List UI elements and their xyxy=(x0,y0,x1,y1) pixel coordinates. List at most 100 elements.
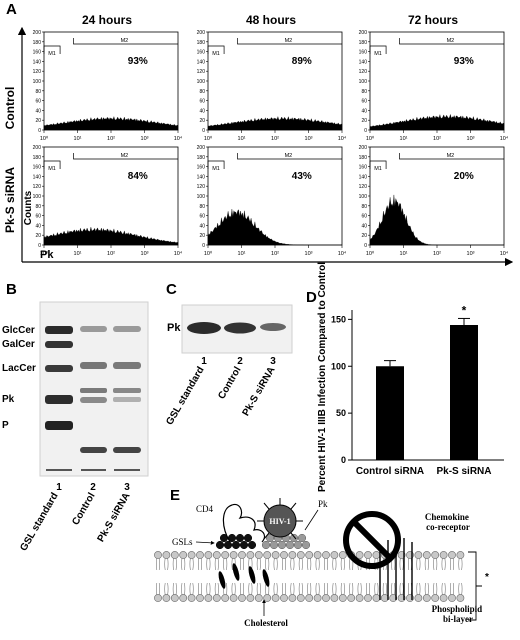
time-label-24h: 24 hours xyxy=(82,13,132,27)
gate-label-m1: M1 xyxy=(48,51,56,57)
histogram-distribution xyxy=(207,209,342,246)
y-tick-label: 140 xyxy=(197,59,206,65)
label-chemokine: Chemokine co-receptor xyxy=(425,512,471,532)
phospholipid-head-bottom xyxy=(204,594,213,602)
tlc-plate-c xyxy=(181,304,293,354)
cholesterol-molecule xyxy=(262,569,270,587)
phospholipid-head-top xyxy=(372,551,381,559)
gsl-head xyxy=(215,540,225,550)
label-phospholipid-line2: bi-layer xyxy=(443,614,473,624)
lane-label-c-pks-sirna: Pk-S siRNA xyxy=(241,365,278,418)
x-tick-label: 10² xyxy=(433,136,441,142)
phospholipid-tail-bottom xyxy=(307,582,312,596)
phospholipid-head-top xyxy=(364,551,372,559)
cholesterol-molecule xyxy=(248,566,256,584)
band-b-l3-upper-pk-region xyxy=(113,388,141,393)
x-tick-label: 10⁴ xyxy=(500,250,509,257)
phospholipid-tail-top xyxy=(214,557,219,571)
phospholipid-head-top xyxy=(355,551,364,559)
band-label-galcer: GalCer xyxy=(2,339,35,350)
phospholipid-tail-bottom xyxy=(324,582,328,596)
histogram-1-1: 0 20 40 60 80 100 120 140 160 180 200 10⁰ 10¹ 10² 10³ 1… xyxy=(197,145,347,257)
phospholipid-tail-bottom xyxy=(416,582,421,596)
membrane-annotations: CD4 HIV-1 Pk GSLs Chemokine co-receptor … xyxy=(172,498,489,628)
phospholipid-head-bottom xyxy=(305,594,314,602)
tlc-plate-b xyxy=(39,301,149,477)
histogram-distribution xyxy=(369,194,504,246)
phospholipid-tail-bottom xyxy=(189,582,194,596)
band-label-c-pk: Pk xyxy=(167,322,181,334)
phospholipid-head-top xyxy=(170,551,179,559)
gate-percentage: 89% xyxy=(292,56,312,67)
y-tick-label: 20 xyxy=(35,233,41,239)
gsl-head xyxy=(223,540,233,550)
prohibition-circle-icon xyxy=(343,511,401,569)
y-tick-label: 180 xyxy=(197,155,206,161)
phospholipid-tail-bottom xyxy=(206,582,211,596)
y-tick-label: 80 xyxy=(35,204,41,210)
lane-label-c-control: Control xyxy=(216,365,243,401)
band-b-l3-glccer xyxy=(113,326,141,332)
label-chemokine-line2: co-receptor xyxy=(426,522,470,532)
y-tick-label: 200 xyxy=(33,30,42,36)
phospholipid-head-bottom xyxy=(263,594,272,602)
gate-label-m1: M1 xyxy=(212,51,220,57)
x-tick-label: 10³ xyxy=(141,136,149,142)
phospholipid-tail-top xyxy=(450,557,454,571)
phospholipid-head-bottom xyxy=(271,594,280,602)
histogram-1-2: 0 20 40 60 80 100 120 140 160 180 200 10⁰ 10¹ 10² 10³ 1… xyxy=(359,145,509,257)
pk-head xyxy=(261,540,271,550)
phospholipid-head-bottom xyxy=(288,594,297,602)
membrane-diagram xyxy=(154,533,465,602)
pk-head xyxy=(265,533,275,543)
phospholipid-head-bottom xyxy=(212,594,221,602)
y-tick-label: 180 xyxy=(197,40,206,46)
gate-label-m2: M2 xyxy=(121,38,129,44)
phospholipid-head-top xyxy=(246,551,255,559)
y-tick-label: 0 xyxy=(38,128,41,134)
phospholipid-head-bottom xyxy=(154,594,162,602)
phospholipid-tail-top xyxy=(290,557,295,571)
x-tick-label: 10¹ xyxy=(74,251,82,257)
x-tick-label: 10² xyxy=(271,251,279,257)
label-phospholipid: Phospholipid bi-layer xyxy=(432,604,485,624)
phospholipid-head-top xyxy=(254,551,263,559)
phospholipid-head-top xyxy=(271,551,280,559)
phospholipid-head-bottom xyxy=(280,594,288,602)
hiv-spike-se xyxy=(290,532,297,540)
phospholipid-head-top xyxy=(280,551,288,559)
x-tick-label: 10⁰ xyxy=(204,135,213,142)
phospholipid-tail-top xyxy=(206,557,211,571)
y-tick-label: 120 xyxy=(33,184,42,190)
gate-label-m2: M2 xyxy=(121,153,129,159)
phospholipid-head-bottom xyxy=(254,594,263,602)
chart-category-label: Control siRNA xyxy=(356,466,424,477)
phospholipid-tail-bottom xyxy=(458,582,463,596)
y-tick-label: 160 xyxy=(33,165,42,171)
hiv-virion xyxy=(263,504,297,538)
phospholipid-tail-bottom xyxy=(290,582,295,596)
y-tick-label: 60 xyxy=(361,214,367,220)
y-tick-label: 160 xyxy=(33,50,42,56)
phospholipid-tail-top xyxy=(332,557,337,571)
phospholipid-tail-bottom xyxy=(282,582,286,596)
pk-head xyxy=(293,540,303,550)
phospholipid-tail-top xyxy=(458,557,463,571)
phospholipid-tail-bottom xyxy=(408,582,412,596)
y-tick-label: 80 xyxy=(199,89,205,95)
gate-label-m1: M1 xyxy=(374,166,382,172)
pk-head xyxy=(301,540,311,550)
histogram-1-0: 0 20 40 60 80 100 120 140 160 180 200 10⁰ 10¹ 10² 10³ 1… xyxy=(33,145,183,257)
histogram-0-0: 0 20 40 60 80 100 120 140 160 180 200 10⁰ 10¹ 10² 10³ 1… xyxy=(33,30,183,142)
y-tick-label: 0 xyxy=(202,128,205,134)
gate-m2 xyxy=(73,38,178,45)
panel-c-letter: C xyxy=(166,281,177,298)
phospholipid-tail-bottom xyxy=(214,582,219,596)
label-pk-e: Pk xyxy=(318,499,328,509)
gate-m1 xyxy=(207,45,225,54)
y-tick-label: 20 xyxy=(199,118,205,124)
y-tick-label: 120 xyxy=(197,184,206,190)
phospholipid-tail-bottom xyxy=(240,582,244,596)
phospholipid-head-top xyxy=(288,551,297,559)
y-tick-label: 40 xyxy=(35,223,41,229)
